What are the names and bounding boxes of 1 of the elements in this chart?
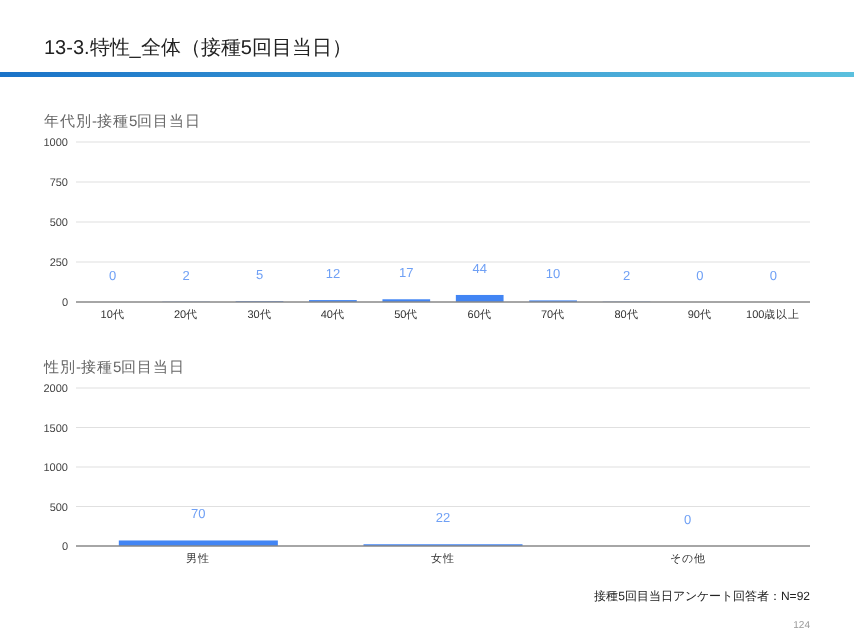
text: 13-3.特性_全体（接種5回目当日） [44,36,352,60]
